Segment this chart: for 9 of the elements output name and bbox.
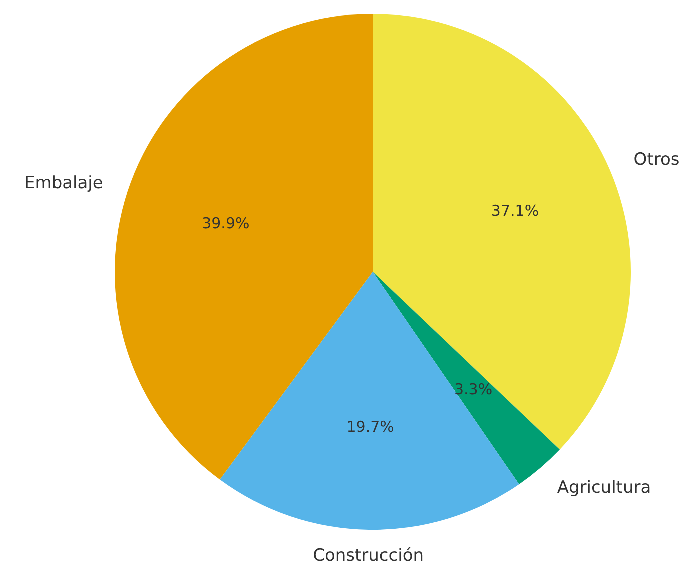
data-label: 39.9% [202, 214, 250, 233]
pie-slice [220, 272, 520, 530]
data-label: 19.7% [346, 418, 394, 436]
slice-label: Agricultura [557, 478, 652, 498]
data-label: 37.1% [491, 202, 540, 220]
slice-label: Construcción [313, 546, 424, 563]
data-label: 3.3% [454, 380, 493, 399]
slice-label: Otros [634, 150, 680, 170]
slice-label: Embalaje [24, 173, 104, 194]
